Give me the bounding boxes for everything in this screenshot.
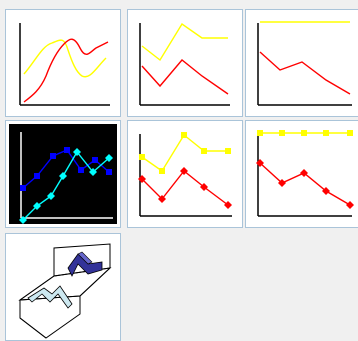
tile-line-lines-offset[interactable]: [245, 9, 358, 117]
line-subtype-lines-icon: [139, 22, 230, 106]
tile-line-markers-selected[interactable]: [5, 120, 121, 228]
line-subtype-lines-offset-icon: [257, 21, 352, 106]
tile-line-smoothed[interactable]: [5, 9, 121, 117]
tile-line-lines[interactable]: [127, 9, 243, 117]
tile-line-lines-markers[interactable]: [127, 120, 243, 228]
line-subtype-smoothed-icon: [19, 23, 110, 106]
selected-tile-background: [9, 124, 117, 224]
tile-line-lines-markers-offset[interactable]: [245, 120, 358, 228]
line-subtype-markers-dark-icon: [19, 132, 113, 224]
tile-line-3d[interactable]: [5, 233, 121, 341]
line-subtype-lines-markers-offset-icon: [256, 130, 354, 217]
line-subtype-3d-ribbon-icon: [18, 243, 112, 339]
line-subtype-lines-markers-icon: [138, 132, 232, 217]
